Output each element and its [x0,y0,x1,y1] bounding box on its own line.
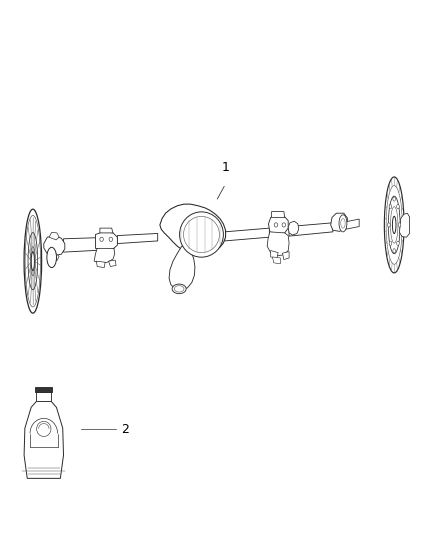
Polygon shape [35,387,52,392]
Polygon shape [100,228,113,233]
Polygon shape [169,246,195,290]
Polygon shape [96,261,105,268]
Polygon shape [272,257,280,264]
Ellipse shape [398,223,401,227]
Polygon shape [95,232,117,250]
Polygon shape [64,237,114,252]
Ellipse shape [393,249,396,253]
Ellipse shape [388,223,390,227]
Polygon shape [117,233,158,244]
Polygon shape [346,219,359,229]
Polygon shape [160,204,226,254]
Polygon shape [267,232,289,256]
Polygon shape [272,212,285,217]
Polygon shape [331,213,347,231]
Ellipse shape [397,205,399,209]
Ellipse shape [389,241,392,245]
Text: 2: 2 [121,423,129,435]
Polygon shape [225,228,269,241]
Ellipse shape [389,205,392,209]
Polygon shape [289,223,333,236]
Polygon shape [94,248,115,263]
Polygon shape [268,214,288,235]
Ellipse shape [339,215,347,232]
Polygon shape [36,392,51,401]
Ellipse shape [47,247,57,268]
Ellipse shape [392,216,396,233]
Polygon shape [288,221,299,235]
Polygon shape [49,232,59,240]
Ellipse shape [397,241,399,245]
Ellipse shape [393,197,396,201]
Ellipse shape [31,252,35,271]
Ellipse shape [172,284,186,294]
Polygon shape [271,251,278,259]
Polygon shape [283,252,289,260]
Polygon shape [44,236,65,256]
Polygon shape [49,254,59,261]
Polygon shape [24,401,64,479]
Polygon shape [109,260,116,266]
Ellipse shape [388,196,400,254]
Ellipse shape [180,212,223,257]
Text: 1: 1 [222,161,230,174]
Polygon shape [399,213,410,237]
